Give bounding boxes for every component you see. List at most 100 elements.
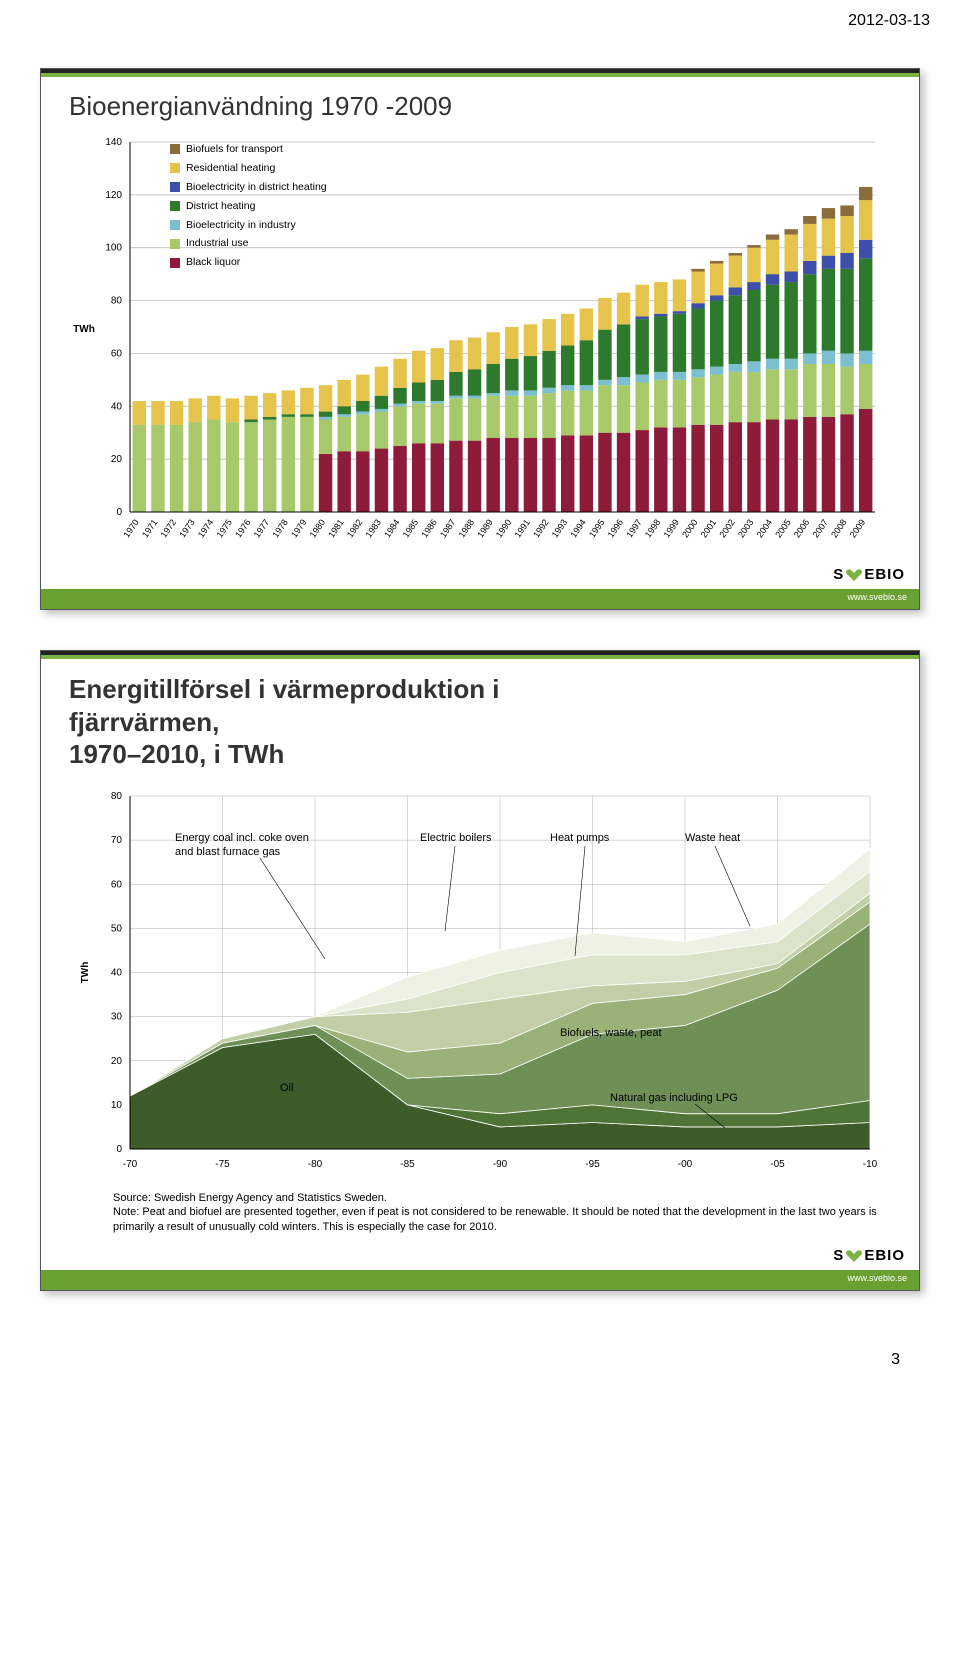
svg-text:1979: 1979	[289, 517, 309, 539]
svg-text:30: 30	[111, 1011, 123, 1022]
legend-item: Biofuels for transport	[170, 140, 327, 159]
source-text: Swedish Energy Agency and Statistics Swe…	[154, 1192, 387, 1204]
svg-text:120: 120	[105, 190, 122, 201]
legend-swatch	[170, 220, 180, 230]
svebio-logo: S EBIO	[833, 1247, 905, 1264]
svg-text:1981: 1981	[326, 517, 346, 539]
slide1-title: Bioenergianvändning 1970 -2009	[41, 77, 919, 132]
svg-text:1977: 1977	[252, 517, 272, 539]
page-number: 3	[0, 1331, 960, 1389]
svg-text:1989: 1989	[475, 517, 495, 539]
legend-swatch	[170, 163, 180, 173]
svg-text:80: 80	[111, 296, 123, 307]
svg-text:Oil: Oil	[280, 1082, 293, 1094]
title-line: Energitillförsel i värmeproduktion i	[69, 674, 500, 704]
title-line: fjärrvärmen,	[69, 707, 219, 737]
footer-url: www.svebio.se	[847, 1273, 907, 1283]
page-date: 2012-03-13	[0, 0, 960, 38]
legend-item: Bioelectricity in industry	[170, 216, 327, 235]
svg-text:-05: -05	[770, 1159, 785, 1170]
svg-text:-10: -10	[863, 1159, 878, 1170]
svg-text:1995: 1995	[587, 517, 607, 539]
svg-text:60: 60	[111, 879, 123, 890]
svg-text:1992: 1992	[531, 517, 551, 539]
svg-text:-80: -80	[308, 1159, 323, 1170]
svg-text:1990: 1990	[494, 517, 514, 539]
chart2-svg: 01020304050607080-70-75-80-85-90-95-00-0…	[70, 781, 890, 1181]
legend-item: District heating	[170, 197, 327, 216]
chart2-notes: Source: Swedish Energy Agency and Statis…	[41, 1191, 919, 1244]
slide-footer: www.svebio.se	[41, 1270, 919, 1290]
svg-text:1971: 1971	[140, 517, 160, 539]
svg-text:1974: 1974	[196, 517, 216, 539]
svg-text:2007: 2007	[810, 517, 830, 539]
svg-text:50: 50	[111, 923, 123, 934]
logo-part: S	[833, 1247, 844, 1264]
svg-text:1975: 1975	[214, 517, 234, 539]
stacked-area-chart: 01020304050607080-70-75-80-85-90-95-00-0…	[70, 781, 890, 1181]
logo-row: S EBIO	[41, 562, 919, 589]
svg-text:1980: 1980	[308, 517, 328, 539]
legend-swatch	[170, 201, 180, 211]
svg-text:1998: 1998	[643, 517, 663, 539]
svg-text:0: 0	[116, 507, 122, 518]
svg-text:2005: 2005	[773, 517, 793, 539]
logo-part: EBIO	[864, 1247, 905, 1264]
legend-label: Bioelectricity in industry	[186, 216, 296, 235]
svg-text:2000: 2000	[680, 517, 700, 539]
legend-swatch	[170, 258, 180, 268]
svg-text:1988: 1988	[457, 517, 477, 539]
logo-part: EBIO	[864, 566, 905, 583]
svg-text:-90: -90	[493, 1159, 508, 1170]
svg-text:1986: 1986	[419, 517, 439, 539]
svg-text:140: 140	[105, 137, 122, 148]
legend-label: Industrial use	[186, 234, 248, 253]
legend-label: Biofuels for transport	[186, 140, 283, 159]
svg-text:2001: 2001	[699, 517, 719, 539]
footer-url: www.svebio.se	[847, 592, 907, 602]
svg-text:2003: 2003	[736, 517, 756, 539]
svg-text:1976: 1976	[233, 517, 253, 539]
svg-text:0: 0	[116, 1144, 122, 1155]
svg-text:Natural gas including LPG: Natural gas including LPG	[610, 1092, 738, 1104]
svg-text:10: 10	[111, 1099, 123, 1110]
legend-label: District heating	[186, 197, 255, 216]
svg-text:1978: 1978	[270, 517, 290, 539]
title-line: 1970–2010, i TWh	[69, 739, 284, 769]
svg-text:1982: 1982	[345, 517, 365, 539]
legend-item: Bioelectricity in district heating	[170, 178, 327, 197]
svg-text:1987: 1987	[438, 517, 458, 539]
svg-text:2006: 2006	[792, 517, 812, 539]
svg-text:20: 20	[111, 454, 123, 465]
svg-text:1970: 1970	[121, 517, 141, 539]
svg-text:70: 70	[111, 835, 123, 846]
note-text: Peat and biofuel are presented together,…	[113, 1206, 877, 1233]
legend-label: Black liquor	[186, 253, 240, 272]
svg-text:2004: 2004	[755, 517, 775, 539]
svg-text:1983: 1983	[363, 517, 383, 539]
legend-label: Bioelectricity in district heating	[186, 178, 327, 197]
svg-text:-95: -95	[585, 1159, 600, 1170]
chart1-legend: Biofuels for transport Residential heati…	[170, 140, 327, 272]
svg-text:1991: 1991	[512, 517, 532, 539]
svg-text:1994: 1994	[568, 517, 588, 539]
svg-text:1997: 1997	[624, 517, 644, 539]
svg-text:Electric boilers: Electric boilers	[420, 832, 492, 844]
slide2-title: Energitillförsel i värmeproduktion i fjä…	[41, 659, 919, 781]
legend-swatch	[170, 144, 180, 154]
svg-text:1984: 1984	[382, 517, 402, 539]
svg-text:TWh: TWh	[73, 324, 95, 335]
svg-text:40: 40	[111, 401, 123, 412]
svg-text:2002: 2002	[717, 517, 737, 539]
svg-text:-70: -70	[123, 1159, 138, 1170]
svg-text:60: 60	[111, 348, 123, 359]
svg-text:2008: 2008	[829, 517, 849, 539]
svg-text:Energy coal incl. coke oven: Energy coal incl. coke oven	[175, 832, 309, 844]
svg-text:Waste heat: Waste heat	[685, 832, 740, 844]
legend-swatch	[170, 239, 180, 249]
stacked-bar-chart: Biofuels for transport Residential heati…	[70, 132, 890, 552]
slide-bioenergy-bar: Bioenergianvändning 1970 -2009 Biofuels …	[40, 68, 920, 610]
legend-swatch	[170, 182, 180, 192]
heart-icon	[845, 1248, 863, 1264]
heart-icon	[845, 567, 863, 583]
